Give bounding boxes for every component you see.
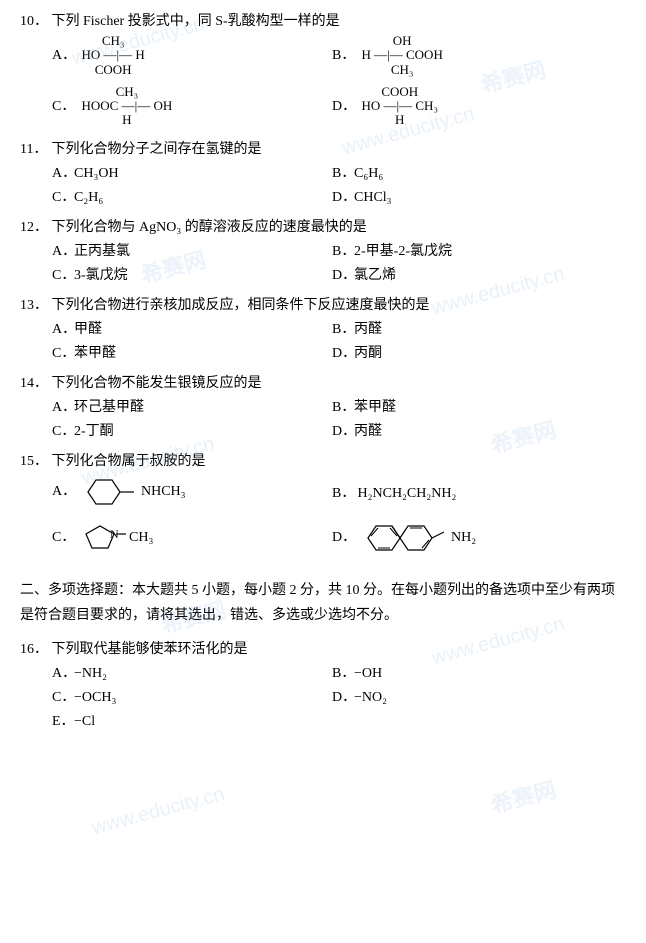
option-text: CH₃OH (74, 166, 119, 181)
option-label: B． (332, 318, 354, 338)
question-12: 12． 下列化合物与 AgNO₃ 的醇溶液反应的速度最快的是 A．正丙基氯 B．… (20, 216, 626, 284)
option-text: −OH (354, 666, 382, 681)
option-label: B． (332, 240, 354, 260)
option-text: C₂H₆ (74, 190, 103, 205)
option-text: NH₂ (451, 530, 476, 545)
option-label: C． (52, 420, 74, 440)
option-text: C₆H₆ (354, 166, 383, 181)
option-label: A． (52, 162, 74, 182)
section-header: 二、多项选择题：本大题共 5 小题，每小题 2 分，共 10 分。在每小题列出的… (20, 578, 626, 628)
option-text: 正丙基氯 (74, 244, 130, 259)
option-label: B． (332, 162, 354, 182)
pyrrolidine-icon: N (78, 520, 126, 556)
option-text: NHCH₃ (141, 484, 186, 499)
cyclohexane-icon (78, 474, 138, 510)
option-text: 氯乙烯 (354, 268, 396, 283)
question-text: 下列化合物不能发生银镜反应的是 (52, 372, 262, 392)
option-text: 环己基甲醛 (74, 400, 144, 415)
option-label: B． (332, 482, 354, 502)
option-text: 3-氯戊烷 (74, 268, 128, 283)
fischer-structure-b: OH H —|— COOH CH₃ (362, 34, 443, 77)
option-label: A． (52, 240, 74, 260)
question-text: 下列 Fischer 投影式中，同 S-乳酸构型一样的是 (52, 10, 340, 30)
option-text: 丙酮 (354, 346, 382, 361)
option-label: C． (52, 686, 74, 706)
question-number: 11． (20, 138, 48, 158)
question-text: 下列化合物分子之间存在氢键的是 (52, 138, 262, 158)
option-label: B． (332, 662, 354, 682)
option-label: A． (52, 662, 74, 682)
option-label: C． (52, 264, 74, 284)
option-text: 丙醛 (354, 424, 382, 439)
option-label: C． (52, 526, 74, 546)
question-15: 15． 下列化合物属于叔胺的是 A． NHCH₃ B． H₂NCH₂CH₂NH₂… (20, 450, 626, 558)
option-text: 甲醛 (74, 322, 102, 337)
question-11: 11． 下列化合物分子之间存在氢键的是 A．CH₃OH B．C₆H₆ C．C₂H… (20, 138, 626, 206)
fischer-structure-a: CH₃ HO —|— H COOH (82, 34, 145, 77)
watermark-logo: 希赛网 (487, 772, 559, 820)
option-label: C． (52, 95, 74, 115)
option-label: A． (52, 44, 74, 64)
option-text: 苯甲醛 (74, 346, 116, 361)
option-text: H₂NCH₂CH₂NH₂ (358, 486, 457, 501)
question-number: 14． (20, 372, 48, 392)
question-text: 下列取代基能够使苯环活化的是 (52, 638, 248, 658)
naphthalene-icon (358, 518, 448, 558)
question-number: 12． (20, 216, 48, 236)
option-label: B． (332, 396, 354, 416)
option-text: −Cl (74, 714, 95, 729)
question-number: 15． (20, 450, 48, 470)
fischer-structure-c: CH₃ HOOC —|— OH H (82, 85, 173, 128)
option-text: 苯甲醛 (354, 400, 396, 415)
option-label: C． (52, 186, 74, 206)
question-number: 10． (20, 10, 48, 30)
question-16: 16． 下列取代基能够使苯环活化的是 A．−NH₂ B．−OH C．−OCH₃ … (20, 638, 626, 730)
question-text: 下列化合物与 AgNO₃ 的醇溶液反应的速度最快的是 (52, 216, 367, 236)
option-label: A． (52, 396, 74, 416)
option-text: CH₃ (129, 530, 153, 545)
option-label: E． (52, 710, 74, 730)
question-number: 16． (20, 638, 48, 658)
option-label: D． (332, 186, 354, 206)
option-text: 2-丁酮 (74, 424, 114, 439)
option-label: D． (332, 686, 354, 706)
question-14: 14． 下列化合物不能发生银镜反应的是 A．环己基甲醛 B．苯甲醛 C．2-丁酮… (20, 372, 626, 440)
question-10: 10． 下列 Fischer 投影式中，同 S-乳酸构型一样的是 A． CH₃ … (20, 10, 626, 128)
option-label: D． (332, 264, 354, 284)
option-text: −NH₂ (74, 666, 107, 681)
question-13: 13． 下列化合物进行亲核加成反应，相同条件下反应速度最快的是 A．甲醛 B．丙… (20, 294, 626, 362)
option-text: 2-甲基-2-氯戊烷 (354, 244, 452, 259)
watermark: www.educity.cn (89, 783, 227, 841)
question-text: 下列化合物进行亲核加成反应，相同条件下反应速度最快的是 (52, 294, 430, 314)
option-text: CHCl₃ (354, 190, 392, 205)
option-label: D． (332, 95, 354, 115)
question-number: 13． (20, 294, 48, 314)
option-label: A． (52, 480, 74, 500)
option-label: D． (332, 420, 354, 440)
option-label: A． (52, 318, 74, 338)
option-label: D． (332, 526, 354, 546)
fischer-structure-d: COOH HO —|— CH₃ H (362, 85, 438, 128)
option-text: 丙醛 (354, 322, 382, 337)
option-text: −NO₂ (354, 690, 387, 705)
question-text: 下列化合物属于叔胺的是 (52, 450, 206, 470)
option-label: C． (52, 342, 74, 362)
option-label: B． (332, 44, 354, 64)
option-label: D． (332, 342, 354, 362)
option-text: −OCH₃ (74, 690, 116, 705)
